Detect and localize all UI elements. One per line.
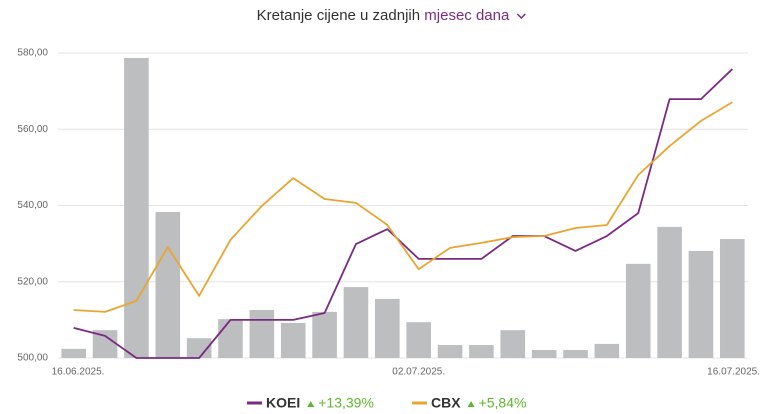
volume-bar [688,250,714,358]
legend-change: +13,39% [318,395,374,411]
volume-bar [375,298,400,358]
y-tick-label: 580,00 [17,48,48,59]
volume-bar [92,330,118,358]
legend: KOEI +13,39% CBX +5,84% [247,395,526,411]
title-text: Kretanje cijene u zadnjih [257,7,420,24]
x-tick-label: 02.07.2025. [392,367,445,378]
legend-name: KOEI [266,395,300,411]
legend-change: +5,84% [479,395,527,411]
volume-bar [720,239,745,358]
volume-bar [657,226,682,358]
y-tick-label: 540,00 [17,200,48,211]
legend-name: CBX [431,395,461,411]
volume-bar [186,338,212,358]
chart-title: Kretanje cijene u zadnjih mjesec dana [257,7,510,24]
x-tick-label: 16.07.2025. [707,367,760,378]
volume-bar [625,263,651,358]
y-tick-label: 560,00 [17,124,48,135]
price-line [73,68,733,359]
volume-bar [249,309,275,358]
volume-bar [61,348,86,358]
up-arrow [307,401,315,407]
volume-bar [563,349,588,358]
price-line [73,101,733,313]
volume-bar [218,319,243,358]
y-tick-label: 520,00 [17,276,48,287]
period-selector[interactable]: mjesec dana [424,7,510,24]
volume-bar [406,322,431,358]
volume-bar [437,345,463,358]
up-arrow [467,401,475,407]
volume-bar [594,343,620,358]
dropdown-chevron[interactable] [516,13,526,20]
volume-bar [531,349,557,358]
y-tick-label: 500,00 [17,353,48,364]
volume-bar [500,330,526,358]
volume-bar [280,322,306,358]
volume-bar [343,287,369,358]
volume-bar [469,345,494,358]
x-tick-label: 16.06.2025. [52,367,105,378]
volume-bar [312,311,337,358]
volume-bar [124,57,149,358]
volume-bar [155,211,181,358]
